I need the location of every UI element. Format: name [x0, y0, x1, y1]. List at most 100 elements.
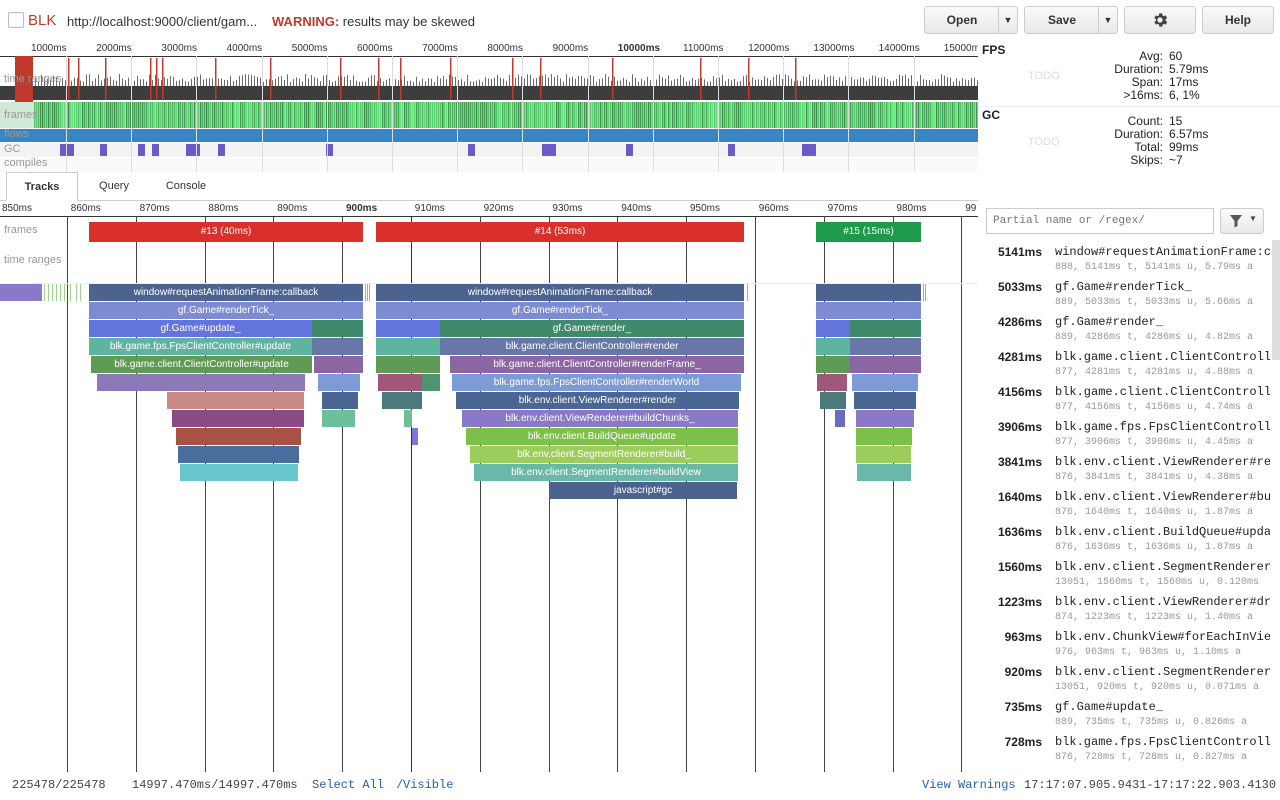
flame-block[interactable] [167, 392, 304, 409]
flame-block[interactable] [0, 284, 42, 301]
flame-block[interactable] [376, 356, 440, 373]
list-item[interactable]: 4156ms blk.game.client.ClientControll 877,… [978, 383, 1270, 418]
flame-block[interactable] [412, 428, 418, 445]
flame-block[interactable] [850, 320, 921, 337]
flame-block[interactable]: blk.game.client.ClientController#renderF… [450, 356, 744, 373]
flame-block[interactable] [835, 410, 845, 427]
flame-block[interactable]: window#requestAnimationFrame:callback [376, 284, 744, 301]
flame-block[interactable] [852, 374, 918, 391]
view-warnings-link[interactable]: View Warnings [922, 778, 1016, 792]
flame-block[interactable] [856, 410, 914, 427]
flame-block[interactable] [816, 338, 850, 355]
flame-block[interactable] [856, 446, 911, 463]
save-button[interactable]: Save ▼ [1024, 6, 1118, 34]
flame-block[interactable] [857, 464, 911, 481]
flame-block[interactable] [817, 374, 847, 391]
overview-track[interactable]: 1000ms 2000ms 3000ms 4000ms 5000ms 6000ms 7000… [0, 40, 978, 172]
flame-block[interactable] [378, 374, 422, 391]
chevron-down-icon[interactable]: ▼ [998, 7, 1017, 33]
list-scrollbar[interactable] [1272, 240, 1280, 360]
frame-tick [682, 102, 684, 128]
flame-block[interactable] [816, 284, 921, 301]
flame-block[interactable] [178, 446, 299, 463]
list-item[interactable]: 3841ms blk.env.client.ViewRenderer#re 876,… [978, 453, 1270, 488]
fps-spike [254, 76, 255, 86]
flame-block[interactable]: gf.Game#update_ [89, 320, 312, 337]
frame-tick [528, 102, 530, 128]
frame-tick [302, 102, 304, 128]
flame-block[interactable]: gf.Game#renderTick_ [89, 302, 363, 319]
tab-query[interactable]: Query [99, 180, 129, 192]
flame-block[interactable] [820, 392, 846, 409]
flame-block[interactable]: javascript#gc [549, 482, 737, 499]
flame-block[interactable] [172, 410, 304, 427]
flame-block[interactable] [314, 356, 363, 373]
list-item[interactable]: 5141ms window#requestAnimationFrame:c 888,… [978, 243, 1270, 278]
flame-block[interactable] [318, 374, 360, 391]
frame-bar[interactable]: #15 (15ms) [816, 222, 921, 242]
filter-input[interactable] [986, 208, 1214, 234]
flame-block[interactable]: blk.game.client.ClientController#render [440, 338, 744, 355]
flame-block[interactable]: blk.env.client.SegmentRenderer#build_ [470, 446, 738, 463]
list-item[interactable]: 735ms gf.Game#update_ 889, 735ms t, 735ms … [978, 698, 1270, 733]
fps-spike [395, 79, 396, 86]
flame-block[interactable] [322, 392, 358, 409]
flame-block[interactable] [376, 338, 440, 355]
frame-tick [548, 102, 550, 128]
item-stats: 876, 1636ms t, 1636ms u, 1.87ms a [1055, 542, 1254, 553]
list-item[interactable]: 4286ms gf.Game#render_ 889, 4286ms t, 4286… [978, 313, 1270, 348]
flame-block[interactable] [97, 374, 305, 391]
flame-block[interactable] [322, 410, 355, 427]
flame-block[interactable] [376, 320, 440, 337]
list-item[interactable]: 1560ms blk.env.client.SegmentRenderer 1305… [978, 558, 1270, 593]
list-item[interactable]: 728ms blk.game.fps.FpsClientControll 876, … [978, 733, 1270, 768]
frame-tick [128, 102, 130, 128]
list-item[interactable]: 5033ms gf.Game#renderTick_ 889, 5033ms t, … [978, 278, 1270, 313]
flame-block[interactable] [422, 374, 440, 391]
flame-block[interactable] [856, 428, 912, 445]
frame-bar[interactable]: #13 (40ms) [89, 222, 363, 242]
visible-link[interactable]: Visible [403, 778, 454, 792]
list-item[interactable]: 963ms blk.env.ChunkView#forEachInVie 976, … [978, 628, 1270, 663]
flame-block[interactable]: blk.env.client.ViewRenderer#buildChunks_ [462, 410, 738, 427]
fps-spike [869, 78, 870, 86]
flame-block[interactable] [816, 320, 850, 337]
list-item[interactable]: 3906ms blk.game.fps.FpsClientControll 877,… [978, 418, 1270, 453]
flame-block[interactable]: blk.game.fps.FpsClientController#update [89, 338, 312, 355]
flame-block[interactable]: window#requestAnimationFrame:callback [89, 284, 363, 301]
select-all-link[interactable]: Select All [312, 778, 385, 792]
select-checkbox[interactable] [8, 12, 24, 28]
list-item[interactable]: 1636ms blk.env.client.BuildQueue#upda 876,… [978, 523, 1270, 558]
list-item[interactable]: 920ms blk.env.client.SegmentRenderer 13051… [978, 663, 1270, 698]
flame-block[interactable] [382, 392, 422, 409]
flame-block[interactable]: blk.game.fps.FpsClientController#renderW… [452, 374, 741, 391]
list-item[interactable]: 1640ms blk.env.client.ViewRenderer#bu 876,… [978, 488, 1270, 523]
help-button[interactable]: Help [1202, 6, 1274, 34]
flame-block[interactable] [312, 338, 363, 355]
flame-block[interactable] [850, 356, 921, 373]
flame-block[interactable] [854, 392, 916, 409]
flame-block[interactable] [312, 320, 363, 337]
flame-block[interactable] [816, 356, 850, 373]
frame-bar[interactable]: #14 (53ms) [376, 222, 744, 242]
tab-tracks[interactable]: Tracks [6, 172, 78, 201]
flame-block[interactable] [850, 338, 921, 355]
flame-block[interactable]: blk.env.client.BuildQueue#update [466, 428, 738, 445]
tab-console[interactable]: Console [165, 180, 207, 192]
settings-button[interactable] [1124, 6, 1196, 34]
open-button[interactable]: Open ▼ [924, 6, 1018, 34]
list-item[interactable]: 4281ms blk.game.client.ClientControll 877,… [978, 348, 1270, 383]
flame-block[interactable] [176, 428, 301, 445]
flame-block[interactable]: blk.env.client.ViewRenderer#render [456, 392, 739, 409]
flame-block[interactable]: gf.Game#renderTick_ [376, 302, 744, 319]
filter-button[interactable]: ▼ [1220, 208, 1264, 234]
flame-block[interactable]: gf.Game#render_ [440, 320, 744, 337]
timeline-view[interactable]: 850ms 860ms 870ms 880ms 890ms 900ms 910ms 920ms… [0, 200, 978, 772]
flame-block[interactable] [180, 464, 298, 481]
chevron-down-icon[interactable]: ▼ [1098, 7, 1117, 33]
flame-block[interactable] [404, 410, 412, 427]
list-item[interactable]: 1223ms blk.env.client.ViewRenderer#dr 874,… [978, 593, 1270, 628]
flame-block[interactable] [816, 302, 921, 319]
flame-block[interactable]: blk.game.client.ClientController#update [91, 356, 312, 373]
flame-block[interactable]: blk.env.client.SegmentRenderer#buildView [474, 464, 738, 481]
